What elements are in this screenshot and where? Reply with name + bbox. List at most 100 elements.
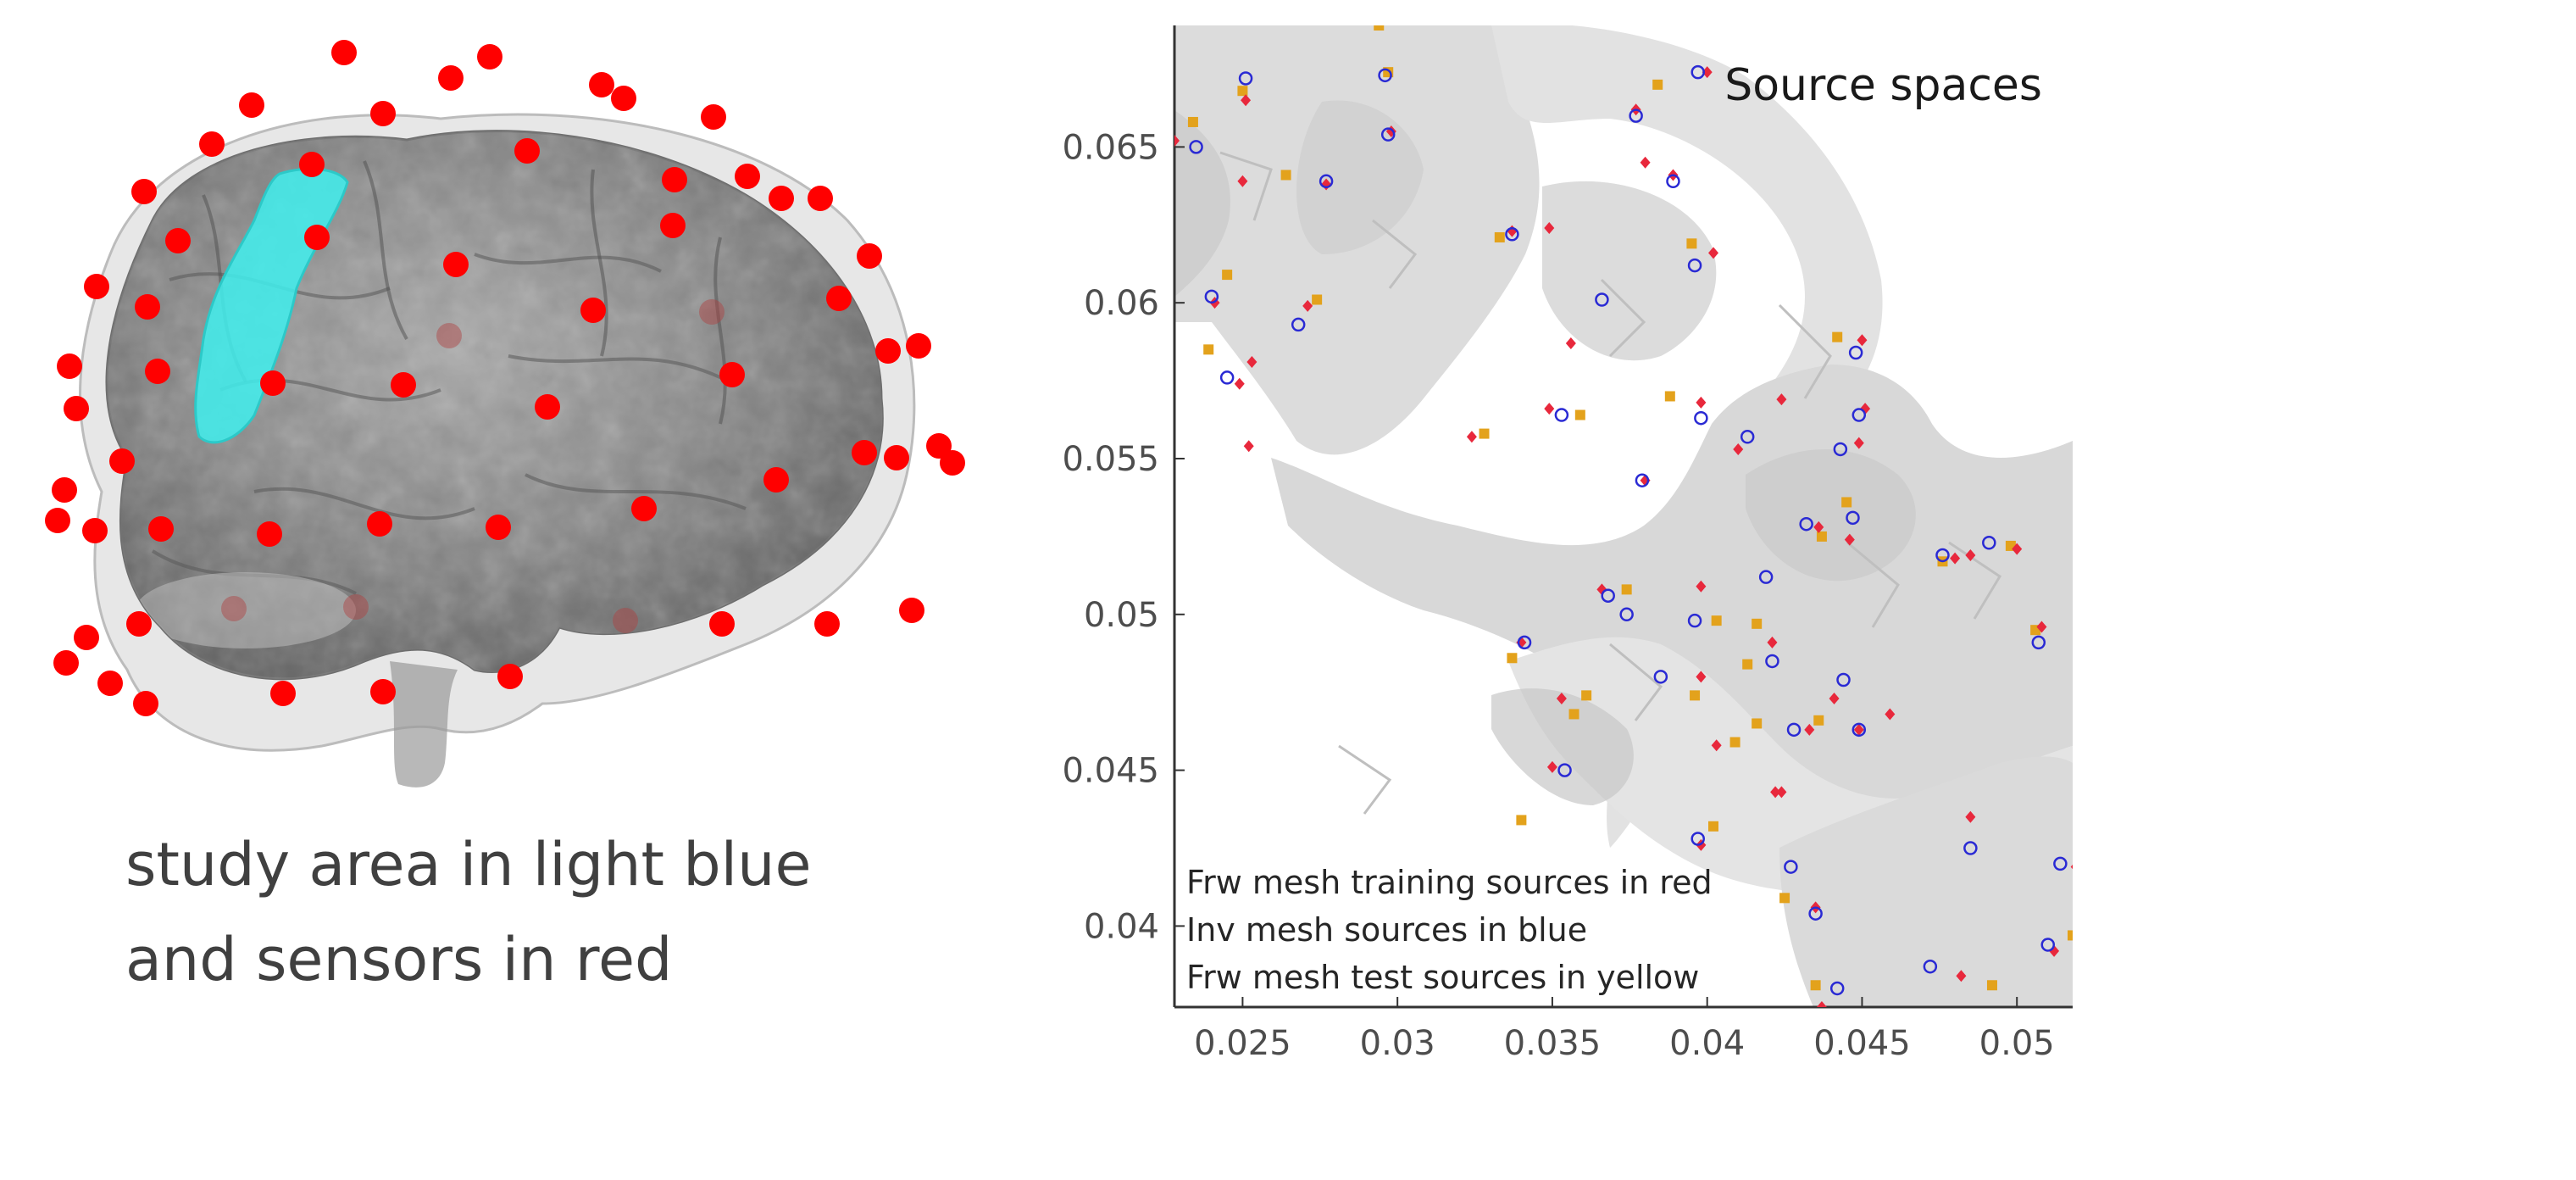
inverse-source-point: [1629, 109, 1643, 123]
inverse-source-point: [1786, 722, 1802, 738]
inverse-source-point: [1204, 289, 1219, 304]
test-source-point: [1832, 331, 1843, 342]
inverse-source-point: [1690, 64, 1705, 80]
training-source-point: [1702, 66, 1713, 79]
inverse-source-point: [1923, 959, 1938, 974]
training-source-point: [1950, 552, 1961, 565]
training-source-point: [1733, 442, 1744, 455]
inverse-source-point: [2031, 635, 2046, 650]
training-source-point: [1767, 636, 1778, 648]
x-tick-label: 0.025: [1194, 1024, 1291, 1063]
training-source-point: [1640, 156, 1651, 169]
test-source-point: [1708, 821, 1718, 832]
x-tick-label: 0.045: [1813, 1024, 1911, 1063]
inverse-source-point: [1694, 410, 1708, 426]
test-source-point: [1581, 690, 1592, 701]
y-tick-label: 0.06: [1084, 284, 1159, 323]
training-source-point: [1857, 334, 1868, 347]
training-source-point: [1844, 533, 1855, 546]
inverse-source-point: [1852, 408, 1867, 422]
test-source-point: [1312, 294, 1323, 305]
test-source-point: [1810, 980, 1821, 991]
inverse-source-point: [1380, 127, 1396, 142]
training-source-point: [1829, 693, 1840, 705]
test-source-point: [1729, 737, 1740, 748]
training-source-point: [1711, 739, 1722, 752]
inverse-source-point: [1740, 430, 1755, 444]
training-source-point: [1696, 580, 1707, 593]
inverse-source-point: [1829, 981, 1845, 996]
training-source-point: [1853, 723, 1864, 736]
inverse-source-point: [1557, 763, 1572, 777]
training-source-point: [1965, 810, 1976, 823]
test-source-point: [1813, 715, 1824, 726]
training-source-point: [2049, 944, 2060, 957]
test-source-point: [1752, 618, 1763, 629]
test-source-point: [1187, 116, 1198, 127]
training-source-point: [2036, 621, 2047, 633]
inverse-source-point: [1852, 722, 1867, 738]
inverse-source-point: [1666, 174, 1680, 189]
training-source-point: [1234, 377, 1245, 390]
brain-illustration: [45, 40, 965, 788]
training-source-point: [2070, 864, 2073, 870]
training-source-point: [1241, 94, 1252, 107]
inverse-source-point: [1765, 654, 1779, 669]
training-source-point: [1956, 970, 1967, 982]
inverse-source-point: [1963, 841, 1978, 855]
inverse-source-point: [1517, 635, 1532, 650]
training-source-point: [1466, 431, 1477, 443]
training-source-point: [1237, 175, 1248, 187]
source-space-plot: 0.025 0.03 0.035 0.04 0.045 0.05 0.04 0.045 0.05…: [1017, 0, 2118, 1180]
inverse-source-point: [2040, 938, 2056, 952]
training-source-point: [1776, 393, 1787, 406]
caption-line-1: study area in light blue: [125, 830, 812, 899]
x-tick-label: 0.035: [1504, 1024, 1602, 1063]
training-source-point: [1804, 723, 1815, 736]
training-source-point: [1302, 299, 1313, 312]
inverse-source-point: [1635, 473, 1650, 487]
training-source-point: [1776, 786, 1787, 799]
brain-caption: study area in light blue and sensors in …: [125, 817, 973, 1007]
test-source-point: [1280, 170, 1291, 181]
training-source-point: [1708, 247, 1718, 259]
inverse-source-point: [1601, 588, 1615, 603]
ticks-layer: 0.025 0.03 0.035 0.04 0.045 0.05 0.04 0.045 0.05…: [1062, 128, 2054, 1063]
y-tick-label: 0.05: [1084, 596, 1159, 635]
x-tick-label: 0.03: [1360, 1024, 1435, 1063]
legend-line-inverse: Inv mesh sources in blue: [1186, 911, 1587, 949]
training-source-point: [1770, 786, 1781, 799]
test-source-point: [1507, 653, 1518, 664]
test-source-point: [1621, 584, 1632, 595]
brain-stem: [390, 661, 458, 788]
inverse-source-point: [1189, 140, 1203, 154]
training-source-point: [1816, 1001, 1827, 1007]
legend-line-test: Frw mesh test sources in yellow: [1186, 959, 1699, 996]
cortical-mesh-surface: [1174, 25, 2073, 1007]
test-source-point: [1752, 718, 1763, 729]
plot-title: Source spaces: [1724, 60, 2042, 111]
inverse-source-point: [1799, 516, 1813, 532]
training-source-point: [2012, 543, 2023, 555]
training-source-point: [1544, 221, 1555, 234]
test-source-point: [1690, 690, 1701, 701]
test-source-point: [1222, 270, 1233, 281]
inverse-source-point: [1784, 860, 1798, 874]
training-source-point: [1813, 520, 1824, 533]
test-source-point: [1516, 815, 1527, 826]
inverse-source-point: [1687, 258, 1702, 273]
inverse-source-point: [1554, 408, 1569, 422]
inverse-source-point: [1836, 672, 1851, 687]
y-tick-label: 0.065: [1062, 128, 1159, 167]
test-source-point: [1479, 428, 1490, 439]
x-tick-label: 0.05: [1979, 1024, 2055, 1063]
test-source-point: [1374, 25, 1385, 31]
points-layer: [1174, 25, 2073, 1007]
inverse-source-point: [1619, 607, 1634, 622]
y-tick-label: 0.045: [1062, 752, 1159, 791]
test-source-point: [1779, 893, 1790, 904]
test-source-point: [1652, 79, 1663, 90]
inverse-source-point: [1319, 174, 1334, 189]
test-source-point: [1568, 709, 1579, 720]
test-source-point: [1711, 615, 1722, 626]
